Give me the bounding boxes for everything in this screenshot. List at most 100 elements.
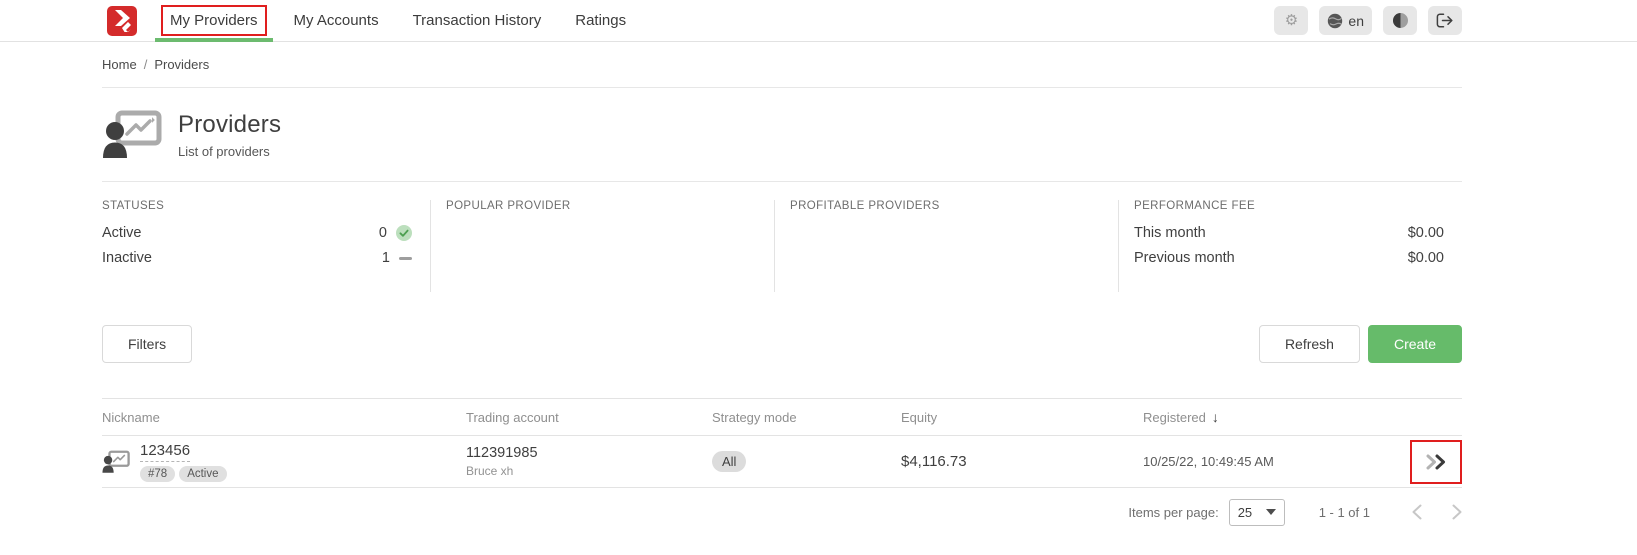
trading-account-number: 112391985 xyxy=(466,445,538,461)
fee-previous-month-value: $0.00 xyxy=(1407,250,1444,266)
strategy-mode-cell: All xyxy=(712,450,901,472)
nav-item-my-accounts[interactable]: My Accounts xyxy=(277,0,396,42)
top-navbar: My Providers My Accounts Transaction His… xyxy=(0,0,1637,42)
status-active-label: Active xyxy=(102,225,142,241)
annotation-box-expand xyxy=(1410,439,1462,484)
profitable-providers-heading: PROFITABLE PROVIDERS xyxy=(790,200,940,212)
column-header-registered[interactable]: Registered ↓ xyxy=(1143,409,1383,425)
nickname-cell: 123456 #78 Active xyxy=(102,442,466,482)
list-toolbar: Filters Refresh Create xyxy=(102,325,1462,363)
strategy-mode-badge: All xyxy=(712,450,747,472)
nickname-block: 123456 #78 Active xyxy=(140,442,227,482)
registered-header-label: Registered xyxy=(1143,409,1206,425)
strategy-mode-header-label: Strategy mode xyxy=(712,409,797,425)
fee-row-previous-month: Previous month $0.00 xyxy=(1134,250,1444,266)
gear-icon: ⚙ xyxy=(1284,12,1299,29)
column-header-trading-account[interactable]: Trading account xyxy=(466,410,712,425)
nickname-link[interactable]: 123456 xyxy=(140,442,191,462)
status-row-inactive: Inactive 1 xyxy=(102,250,412,266)
registered-cell: 10/25/22, 10:49:45 AM xyxy=(1143,453,1383,471)
page-header: Providers List of providers xyxy=(102,88,1462,182)
trading-account-cell: 112391985 Bruce xh xyxy=(466,445,712,478)
next-page-button[interactable] xyxy=(1452,504,1462,520)
page-title: Providers xyxy=(178,110,282,138)
breadcrumb-home[interactable]: Home xyxy=(102,57,137,72)
pagination-range: 1 - 1 of 1 xyxy=(1318,504,1370,520)
stats-panel: STATUSES Active 0 Inactive 1 POPULAR PRO… xyxy=(102,200,1462,292)
globe-icon xyxy=(1328,13,1343,28)
table-row: 123456 #78 Active 112391985 Bruce xh All… xyxy=(102,436,1462,488)
fee-previous-month-label: Previous month xyxy=(1134,250,1235,266)
trading-account-header-label: Trading account xyxy=(466,409,559,425)
nav-item-my-providers[interactable]: My Providers xyxy=(151,0,277,42)
nav-item-ratings[interactable]: Ratings xyxy=(558,0,643,42)
page-header-text: Providers List of providers xyxy=(178,111,281,159)
provider-avatar-icon xyxy=(102,450,130,473)
actions-cell xyxy=(1383,439,1462,484)
fee-this-month-label: This month xyxy=(1134,225,1206,241)
navbar-actions: ⚙ en xyxy=(1274,6,1462,35)
half-circle-contrast-icon xyxy=(1392,13,1408,28)
toolbar-right-group: Refresh Create xyxy=(1258,325,1462,363)
nav-ratings-label: Ratings xyxy=(575,12,627,29)
main-nav: My Providers My Accounts Transaction His… xyxy=(151,0,643,42)
registered-value: 10/25/22, 10:49:45 AM xyxy=(1143,453,1274,469)
items-per-page-value: 25 xyxy=(1237,504,1253,520)
nav-item-transaction-history[interactable]: Transaction History xyxy=(396,0,559,42)
page-subtitle: List of providers xyxy=(178,143,270,159)
status-row-active: Active 0 xyxy=(102,225,412,241)
language-button[interactable]: en xyxy=(1319,6,1372,35)
chevron-left-icon xyxy=(1412,504,1422,520)
providers-table: Nickname Trading account Strategy mode E… xyxy=(102,398,1462,488)
account-owner: Bruce xh xyxy=(466,464,514,478)
caret-down-icon xyxy=(1265,509,1276,515)
brand-logo-icon xyxy=(107,5,137,36)
table-header-row: Nickname Trading account Strategy mode E… xyxy=(102,398,1462,436)
filters-button[interactable]: Filters xyxy=(102,325,193,363)
items-per-page-label: Items per page: xyxy=(1128,504,1219,520)
settings-button[interactable]: ⚙ xyxy=(1274,6,1309,35)
app-logo[interactable] xyxy=(107,5,137,36)
row-expand-button[interactable] xyxy=(1424,453,1448,471)
stats-performance-fee: PERFORMANCE FEE This month $0.00 Previou… xyxy=(1118,200,1462,292)
nav-my-providers-label: My Providers xyxy=(170,12,258,29)
create-button[interactable]: Create xyxy=(1367,325,1462,363)
equity-value: $4,116.73 xyxy=(901,452,967,470)
breadcrumb: Home / Providers xyxy=(102,42,1462,88)
status-inactive-label: Inactive xyxy=(102,250,152,266)
performance-fee-heading: PERFORMANCE FEE xyxy=(1134,200,1256,212)
dash-icon xyxy=(399,256,412,260)
items-per-page-select[interactable]: 25 xyxy=(1228,498,1285,526)
stats-profitable-providers: PROFITABLE PROVIDERS xyxy=(774,200,1118,292)
logout-icon xyxy=(1436,13,1453,28)
nickname-header-label: Nickname xyxy=(102,409,160,425)
active-tab-indicator xyxy=(155,37,273,42)
pagination-bar: Items per page: 25 1 - 1 of 1 xyxy=(102,488,1462,536)
equity-header-label: Equity xyxy=(901,409,938,425)
status-badge: Active xyxy=(179,465,227,482)
check-circle-icon xyxy=(396,225,412,241)
language-label: en xyxy=(1348,12,1364,29)
double-chevron-right-icon xyxy=(1426,454,1445,469)
column-header-nickname[interactable]: Nickname xyxy=(102,410,466,425)
breadcrumb-current: Providers xyxy=(154,57,210,72)
status-inactive-count: 1 xyxy=(381,250,390,266)
stats-popular-provider: POPULAR PROVIDER xyxy=(430,200,774,292)
column-header-strategy-mode[interactable]: Strategy mode xyxy=(712,410,901,425)
fee-row-this-month: This month $0.00 xyxy=(1134,225,1444,241)
equity-cell: $4,116.73 xyxy=(901,453,1143,471)
id-badge: #78 xyxy=(140,465,176,482)
sort-descending-icon: ↓ xyxy=(1211,409,1219,425)
refresh-button[interactable]: Refresh xyxy=(1258,325,1360,363)
logout-button[interactable] xyxy=(1428,6,1462,35)
providers-page-icon xyxy=(103,110,162,158)
status-active-count: 0 xyxy=(378,225,387,241)
stats-statuses: STATUSES Active 0 Inactive 1 xyxy=(102,200,430,292)
annotation-box-nav: My Providers xyxy=(161,5,267,36)
nav-my-accounts-label: My Accounts xyxy=(293,12,379,29)
nav-transaction-history-label: Transaction History xyxy=(412,12,542,29)
column-header-equity[interactable]: Equity xyxy=(901,410,1143,425)
chevron-right-icon xyxy=(1452,504,1462,520)
theme-toggle-button[interactable] xyxy=(1383,6,1417,35)
previous-page-button[interactable] xyxy=(1412,504,1422,520)
